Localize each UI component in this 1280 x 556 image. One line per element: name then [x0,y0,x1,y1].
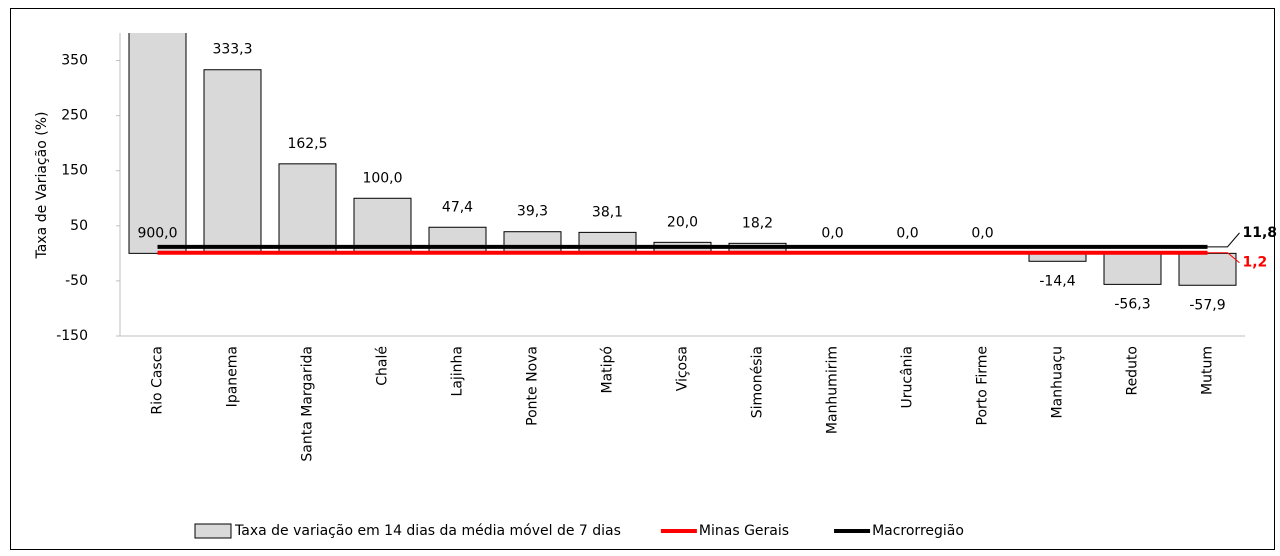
legend-label: Macrorregião [872,523,964,539]
x-tick-label: Simonésia [750,346,766,418]
value-label: 900,0 [137,225,177,241]
value-label: 0,0 [821,225,843,241]
value-label: 162,5 [287,136,327,152]
x-tick-label: Matipó [600,346,616,394]
bar [128,33,187,254]
value-label: 38,1 [592,204,623,220]
value-label: 0,0 [971,225,993,241]
x-tick-label: Viçosa [675,346,691,391]
x-tick-label: Ponte Nova [525,346,541,426]
value-label: -56,3 [1114,296,1150,312]
value-label: 20,0 [667,214,698,230]
reference-label: 1,2 [1243,255,1268,271]
x-tick-label: Manhuaçu [1050,346,1066,418]
label-leader [1207,252,1240,264]
value-label: 47,4 [442,199,473,215]
y-tick-label: 350 [61,53,88,69]
bar [1103,252,1162,285]
legend-label: Taxa de variação em 14 dias da média móv… [234,523,621,539]
legend-label: Minas Gerais [699,523,789,539]
value-label: 18,2 [742,215,773,231]
bar [1178,252,1237,286]
x-tick-label: Mutum [1200,346,1216,395]
x-tick-label: Reduto [1125,346,1141,396]
bar [428,226,487,254]
x-tick-label: Ipanema [225,346,241,407]
legend-swatch [194,523,232,539]
x-tick-label: Chalé [375,346,391,386]
x-tick-label: Lajinha [450,346,466,396]
value-label: -57,9 [1189,297,1225,313]
x-tick-label: Rio Casca [150,346,166,415]
x-tick-label: Manhumirim [825,346,841,434]
bar [353,197,412,254]
y-tick-label: -50 [65,273,88,289]
y-tick-label: 150 [61,163,88,179]
value-label: 333,3 [212,42,252,58]
bar [278,163,337,254]
y-tick-label: -150 [56,328,88,344]
value-label: -14,4 [1039,273,1075,289]
bar [503,231,562,254]
reference-label: 11,8 [1243,225,1278,241]
x-tick-label: Porto Firme [975,346,991,425]
x-tick-label: Urucânia [900,346,916,409]
chart-border [10,8,1275,550]
value-label: 100,0 [362,170,402,186]
y-tick-label: 250 [61,108,88,124]
x-tick-label: Santa Margarida [300,346,316,462]
label-leader [1207,232,1240,248]
bar [578,231,637,254]
y-tick-label: 50 [70,218,88,234]
value-label: 39,3 [517,204,548,220]
bar [203,69,262,254]
value-label: 0,0 [896,225,918,241]
y-axis-title: Taxa de Variação (%) [34,112,50,260]
